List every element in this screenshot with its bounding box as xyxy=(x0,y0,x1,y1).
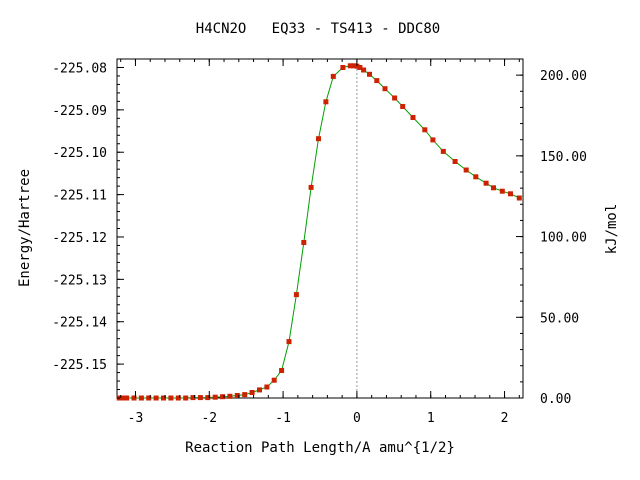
data-point xyxy=(264,384,270,390)
data-point xyxy=(234,393,240,398)
y-tick-label: -225.12 xyxy=(52,231,107,246)
y-axis-title: Energy/Hartree xyxy=(17,169,33,287)
y2-tick-label: 50.00 xyxy=(540,311,579,326)
data-point xyxy=(131,395,137,401)
x-tick-label: 2 xyxy=(501,411,509,426)
x-tick-label: -1 xyxy=(275,411,291,426)
data-point xyxy=(301,240,307,245)
data-point xyxy=(190,395,196,401)
data-point xyxy=(392,95,398,101)
data-point xyxy=(323,99,329,105)
data-point xyxy=(242,392,248,398)
y2-axis-title: kJ/mol xyxy=(604,204,620,255)
data-point xyxy=(183,395,189,401)
y-tick-label: -225.11 xyxy=(52,189,107,204)
y-tick-label: -225.13 xyxy=(52,273,107,288)
x-tick-label: 0 xyxy=(353,411,361,426)
data-point xyxy=(286,339,292,345)
y-tick-label: -225.09 xyxy=(52,104,107,119)
data-point xyxy=(124,395,130,401)
data-point xyxy=(361,67,367,73)
data-point xyxy=(279,368,285,373)
data-point xyxy=(430,137,436,143)
data-point xyxy=(357,65,363,70)
data-point xyxy=(153,395,159,401)
data-point xyxy=(120,395,126,401)
data-point xyxy=(354,63,360,69)
data-point xyxy=(197,395,203,401)
y-tick-label: -225.08 xyxy=(52,61,107,76)
y2-tick-label: 200.00 xyxy=(540,69,587,84)
y2-tick-label: 150.00 xyxy=(540,150,587,165)
axes: -3 -2 -1 0 1 2 -225.15 -225.14 -225.13 -225.12 -22… xyxy=(52,58,587,426)
data-point xyxy=(146,395,152,401)
y2-tick-label: 100.00 xyxy=(540,231,587,246)
data-point xyxy=(271,377,277,383)
data-point xyxy=(382,86,388,92)
data-point xyxy=(422,127,428,133)
data-point xyxy=(452,159,458,164)
energy-curve xyxy=(119,65,520,399)
data-point xyxy=(400,104,406,109)
data-point xyxy=(367,71,372,77)
data-point xyxy=(483,180,489,186)
data-point xyxy=(212,394,218,400)
data-point xyxy=(316,136,321,142)
data-point xyxy=(347,63,353,69)
x-tick-label: -3 xyxy=(128,411,144,426)
y-tick-label: -225.10 xyxy=(52,146,107,161)
energy-line xyxy=(119,65,520,399)
y2-tick-label: 0.00 xyxy=(540,392,571,407)
data-point xyxy=(340,65,346,70)
data-point xyxy=(161,395,166,401)
data-point xyxy=(463,167,469,173)
data-point xyxy=(168,395,174,401)
data-point xyxy=(293,292,299,298)
data-point xyxy=(440,148,446,154)
data-point xyxy=(257,387,262,393)
data-point xyxy=(308,184,314,190)
data-point xyxy=(516,195,522,201)
data-points xyxy=(116,63,522,401)
plot-frame xyxy=(116,58,524,399)
data-point xyxy=(491,185,496,191)
data-point xyxy=(330,73,336,79)
x-tick-label: 1 xyxy=(427,411,435,426)
data-point xyxy=(473,174,479,180)
data-point xyxy=(220,394,226,400)
data-point xyxy=(205,395,211,401)
x-tick-label: -2 xyxy=(201,411,217,426)
data-point xyxy=(351,63,357,69)
data-point xyxy=(138,395,144,401)
data-point xyxy=(227,393,233,399)
data-point xyxy=(410,115,416,120)
y-tick-label: -225.15 xyxy=(52,358,107,373)
data-point xyxy=(175,395,181,401)
data-point xyxy=(374,78,380,84)
chart-title: H4CN2O EQ33 - TS413 - DDC80 xyxy=(196,21,440,37)
x-axis-title: Reaction Path Length/A amu^{1/2} xyxy=(185,440,455,456)
data-point xyxy=(499,188,505,194)
data-point xyxy=(249,390,255,395)
y-tick-label: -225.14 xyxy=(52,316,107,331)
data-point xyxy=(508,191,513,197)
